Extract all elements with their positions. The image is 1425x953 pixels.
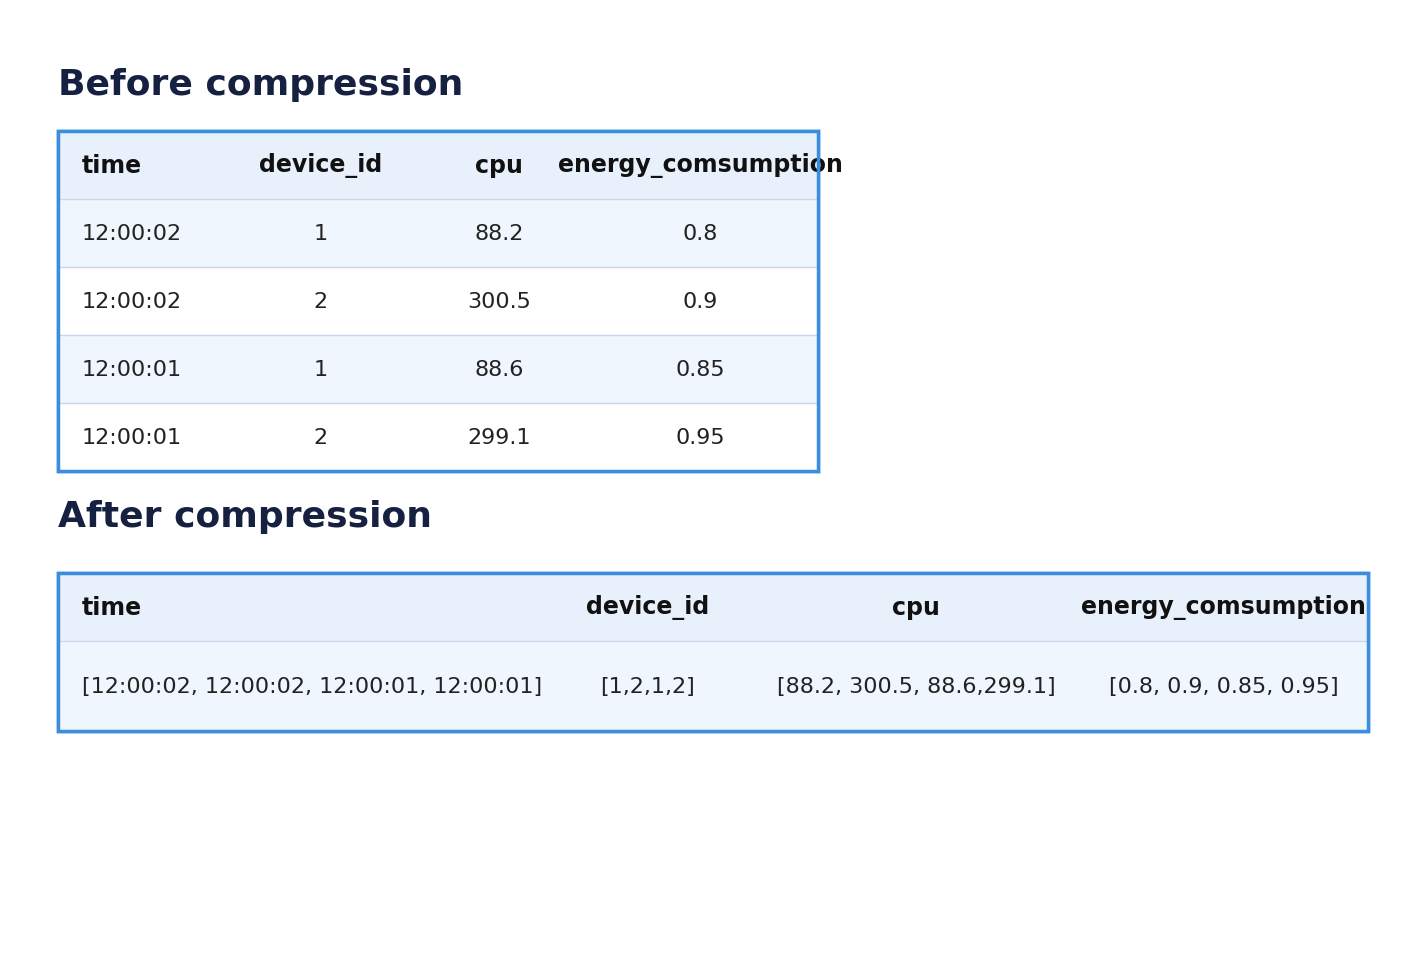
Text: 12:00:01: 12:00:01	[83, 428, 182, 448]
Bar	[58, 403, 818, 472]
Text: device_id: device_id	[586, 595, 710, 619]
Text: 0.95: 0.95	[675, 428, 725, 448]
Text: 1: 1	[314, 359, 328, 379]
Text: 12:00:02: 12:00:02	[83, 224, 182, 244]
Text: 1: 1	[314, 224, 328, 244]
Text: 88.2: 88.2	[475, 224, 523, 244]
Text: Before compression: Before compression	[58, 68, 463, 102]
Text: 0.85: 0.85	[675, 359, 725, 379]
Bar	[58, 335, 818, 403]
Bar	[58, 574, 1368, 731]
Bar	[58, 641, 1368, 731]
Text: time: time	[83, 153, 142, 178]
Text: cpu: cpu	[892, 596, 940, 619]
Text: time: time	[83, 596, 142, 619]
Text: 2: 2	[314, 292, 328, 312]
Text: 12:00:01: 12:00:01	[83, 359, 182, 379]
Text: After compression: After compression	[58, 499, 432, 534]
Text: device_id: device_id	[258, 153, 382, 178]
Text: 0.9: 0.9	[683, 292, 718, 312]
Text: [12:00:02, 12:00:02, 12:00:01, 12:00:01]: [12:00:02, 12:00:02, 12:00:01, 12:00:01]	[83, 677, 542, 697]
Text: 0.8: 0.8	[683, 224, 718, 244]
Text: [0.8, 0.9, 0.85, 0.95]: [0.8, 0.9, 0.85, 0.95]	[1109, 677, 1338, 697]
Bar	[58, 574, 1368, 731]
Text: 300.5: 300.5	[467, 292, 530, 312]
Bar	[58, 200, 818, 268]
Bar	[58, 132, 818, 472]
Text: cpu: cpu	[475, 153, 523, 178]
Text: energy_comsumption: energy_comsumption	[557, 153, 842, 178]
Text: 12:00:02: 12:00:02	[83, 292, 182, 312]
Bar	[58, 132, 818, 472]
Text: 2: 2	[314, 428, 328, 448]
Bar	[58, 132, 818, 200]
Bar	[58, 574, 1368, 641]
Bar	[58, 268, 818, 335]
Text: [88.2, 300.5, 88.6,299.1]: [88.2, 300.5, 88.6,299.1]	[777, 677, 1056, 697]
Text: 299.1: 299.1	[467, 428, 530, 448]
Text: [1,2,1,2]: [1,2,1,2]	[600, 677, 695, 697]
Text: energy_comsumption: energy_comsumption	[1082, 595, 1367, 619]
Text: 88.6: 88.6	[475, 359, 523, 379]
